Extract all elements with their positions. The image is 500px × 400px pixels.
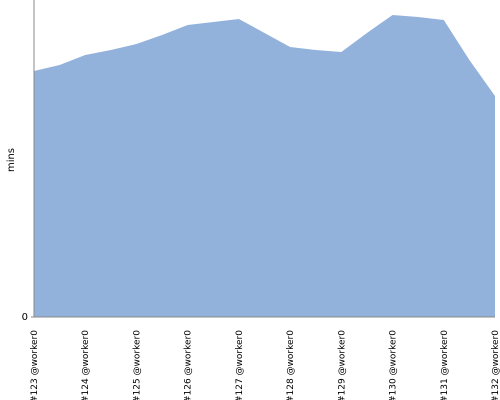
x-tick-label: #132 @worker0 xyxy=(491,330,500,400)
x-tick-label: #131 @worker0 xyxy=(440,330,450,400)
x-tick-label: #129 @worker0 xyxy=(337,330,347,400)
x-tick-label: #126 @worker0 xyxy=(184,330,194,400)
x-tick-label: #123 @worker0 xyxy=(30,330,40,400)
y-axis-label: mins xyxy=(6,148,17,172)
y-tick-label: 0 xyxy=(22,312,28,323)
x-tick-label: #125 @worker0 xyxy=(132,330,142,400)
x-tick-label: #130 @worker0 xyxy=(389,330,399,400)
x-tick-label: #127 @worker0 xyxy=(235,330,245,400)
area xyxy=(34,15,495,317)
x-tick-label: #124 @worker0 xyxy=(81,330,91,400)
x-tick-label: #128 @worker0 xyxy=(286,330,296,400)
